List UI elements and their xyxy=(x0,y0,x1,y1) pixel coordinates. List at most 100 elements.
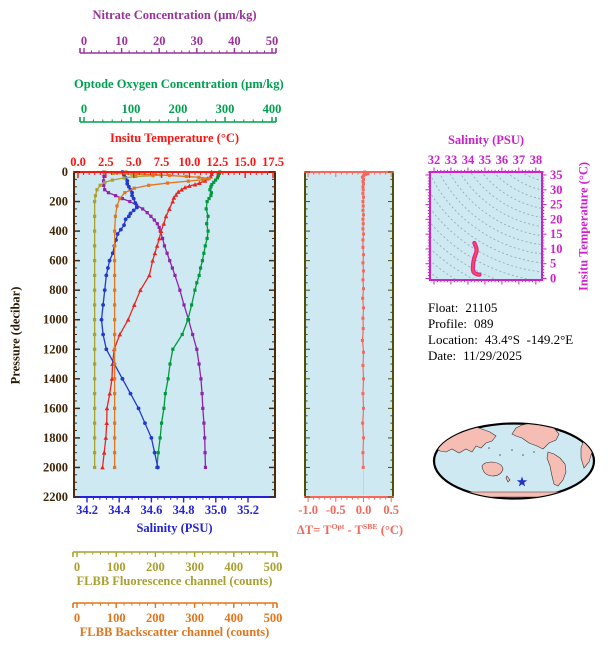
backscatter-axis: 0 100 200 300 400 500 xyxy=(72,602,283,625)
curve-nitrate xyxy=(101,170,208,470)
float-info-block: Float: 21105 Profile: 089 Location: 43.4°S … xyxy=(428,300,573,364)
svg-text:20: 20 xyxy=(153,34,166,48)
float-value: 21105 xyxy=(465,300,498,315)
float-label: Float: xyxy=(428,300,459,315)
svg-text:100: 100 xyxy=(122,102,141,116)
curve-backscatter xyxy=(113,170,211,470)
delta-t-axis-title: ΔT= TOpt - TSBE (°C) xyxy=(288,522,412,538)
salinity-axis-title: Salinity (PSU) xyxy=(136,521,213,535)
svg-text:35.0: 35.0 xyxy=(205,503,227,517)
svg-text:400: 400 xyxy=(49,224,68,238)
svg-text:15: 15 xyxy=(550,227,563,241)
svg-text:0.5: 0.5 xyxy=(383,503,399,517)
delta-t-label-part: - T xyxy=(344,523,363,538)
svg-text:34.8: 34.8 xyxy=(173,503,195,517)
svg-text:17.5: 17.5 xyxy=(262,155,284,169)
fluorescence-axis-title: FLBB Fluorescence channel (counts) xyxy=(76,574,273,588)
date-value: 11/29/2025 xyxy=(463,348,522,363)
profile-label: Profile: xyxy=(428,316,467,331)
svg-text:100: 100 xyxy=(107,560,126,574)
svg-text:36: 36 xyxy=(496,153,509,167)
fluorescence-axis: 0 100 200 300 400 500 xyxy=(72,551,283,574)
delta-t-label-part: ΔT= T xyxy=(296,523,332,538)
delta-t-label-part: (°C) xyxy=(377,523,404,538)
svg-text:200: 200 xyxy=(146,611,165,625)
svg-text:20: 20 xyxy=(550,212,563,226)
svg-text:7.5: 7.5 xyxy=(154,155,170,169)
svg-text:34: 34 xyxy=(462,153,475,167)
curve-fluorescence xyxy=(93,170,163,470)
main-profile-plot xyxy=(74,172,275,497)
svg-text:34.2: 34.2 xyxy=(76,503,98,517)
nitrate-axis: 0 10 20 30 40 50 xyxy=(79,34,279,54)
ts-salinity-title: Salinity (PSU) xyxy=(447,133,525,147)
ts-temperature-title: Insitu Temperature (°C) xyxy=(576,161,591,292)
svg-text:400: 400 xyxy=(263,102,282,116)
date-label: Date: xyxy=(428,348,457,363)
location-info-row: Location: 43.4°S -149.2°E xyxy=(428,332,573,348)
svg-text:100: 100 xyxy=(107,611,126,625)
temperature-axis-title: Insitu Temperature (°C) xyxy=(109,131,240,145)
svg-text:10.0: 10.0 xyxy=(178,155,200,169)
svg-text:33: 33 xyxy=(445,153,458,167)
svg-text:35.2: 35.2 xyxy=(237,503,259,517)
backscatter-axis-title: FLBB Backscatter channel (counts) xyxy=(79,625,270,639)
svg-text:200: 200 xyxy=(49,195,68,209)
pressure-axis-title: Pressure (decibar) xyxy=(8,286,23,385)
svg-text:1800: 1800 xyxy=(43,431,68,445)
svg-text:25: 25 xyxy=(550,198,563,212)
svg-text:2000: 2000 xyxy=(43,460,68,474)
delta-t-panel: -1.0 -0.5 0.0 0.5 xyxy=(298,170,399,517)
svg-text:5.0: 5.0 xyxy=(126,155,142,169)
nitrate-axis-title: Nitrate Concentration (µm/kg) xyxy=(92,8,257,22)
svg-text:15.0: 15.0 xyxy=(234,155,256,169)
delta-t-sup-sbe: SBE xyxy=(362,522,378,531)
svg-text:0: 0 xyxy=(550,272,556,286)
svg-text:0.0: 0.0 xyxy=(70,155,86,169)
svg-text:0: 0 xyxy=(62,165,68,179)
svg-text:300: 300 xyxy=(185,611,204,625)
float-info-row: Float: 21105 xyxy=(428,300,573,316)
svg-text:35: 35 xyxy=(550,168,563,182)
svg-text:-1.0: -1.0 xyxy=(298,503,318,517)
svg-text:1600: 1600 xyxy=(43,401,68,415)
svg-text:1200: 1200 xyxy=(43,342,68,356)
svg-text:0: 0 xyxy=(74,611,80,625)
svg-text:34.6: 34.6 xyxy=(140,503,162,517)
svg-text:500: 500 xyxy=(264,560,283,574)
svg-text:32: 32 xyxy=(428,153,441,167)
location-value: 43.4°S -149.2°E xyxy=(484,332,574,347)
svg-text:12.5: 12.5 xyxy=(206,155,228,169)
svg-text:34.4: 34.4 xyxy=(108,503,131,517)
svg-text:2200: 2200 xyxy=(43,490,68,504)
svg-text:500: 500 xyxy=(264,611,283,625)
svg-text:200: 200 xyxy=(146,560,165,574)
svg-text:0.0: 0.0 xyxy=(356,503,372,517)
svg-text:400: 400 xyxy=(224,560,243,574)
svg-text:38: 38 xyxy=(530,153,543,167)
svg-text:0: 0 xyxy=(74,560,80,574)
svg-text:30: 30 xyxy=(550,183,563,197)
svg-text:0: 0 xyxy=(81,102,87,116)
svg-text:300: 300 xyxy=(216,102,235,116)
main-plot-frame: 0 200 400 600 800 1000 1200 1400 1600 1800 2000 220… xyxy=(43,155,284,517)
svg-text:800: 800 xyxy=(49,283,68,297)
svg-text:50: 50 xyxy=(266,34,279,48)
world-map xyxy=(432,422,596,500)
svg-text:10: 10 xyxy=(115,34,128,48)
svg-text:10: 10 xyxy=(550,242,563,256)
location-label: Location: xyxy=(428,332,478,347)
oxygen-axis: 0 100 200 300 400 xyxy=(79,102,282,123)
svg-text:30: 30 xyxy=(191,34,204,48)
svg-text:37: 37 xyxy=(513,153,526,167)
oxygen-axis-title: Optode Oxygen Concentration (µm/kg) xyxy=(74,77,284,91)
svg-text:-0.5: -0.5 xyxy=(326,503,346,517)
profile-location-star xyxy=(516,476,528,487)
profile-info-row: Profile: 089 xyxy=(428,316,573,332)
svg-text:5: 5 xyxy=(550,257,556,271)
svg-text:1000: 1000 xyxy=(43,313,68,327)
svg-text:35: 35 xyxy=(479,153,492,167)
svg-text:2.5: 2.5 xyxy=(98,155,114,169)
